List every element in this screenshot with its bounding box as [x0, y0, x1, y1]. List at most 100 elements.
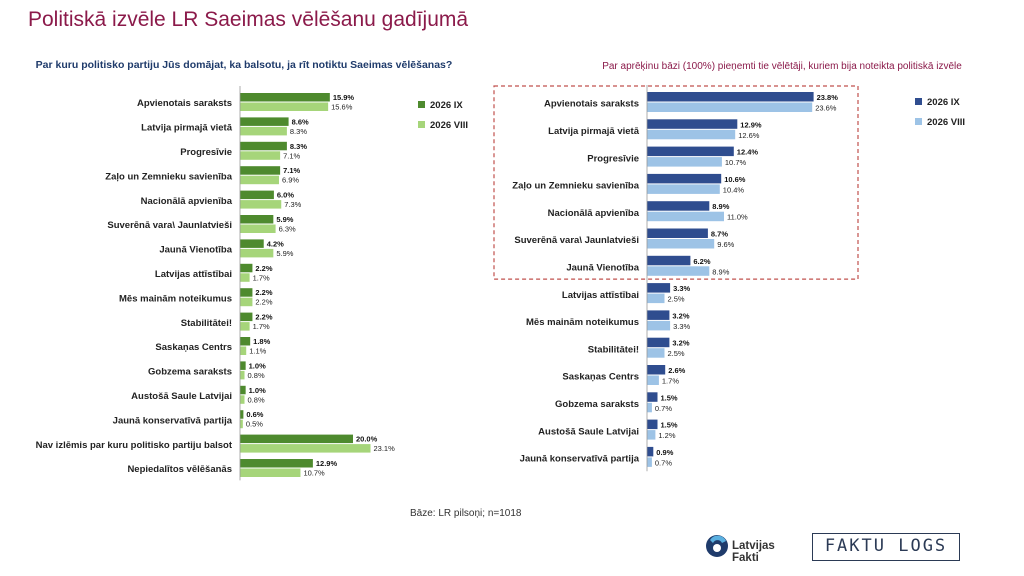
right-bar-ix	[647, 228, 708, 238]
left-bar-ix	[240, 166, 281, 175]
right-value-label-ix: 0.9%	[656, 448, 673, 457]
left-value-label-viii: 8.3%	[290, 127, 307, 136]
left-category-label: Nav izlēmis par kuru politisko partiju b…	[36, 440, 233, 451]
latvijas-fakti-logo-icon	[706, 535, 728, 557]
left-value-label-viii: 5.9%	[276, 249, 293, 258]
left-category-label: Gobzema saraksts	[148, 367, 232, 378]
right-bar-ix	[647, 310, 670, 320]
left-bar-ix	[240, 215, 274, 224]
right-legend-swatch-viii	[915, 118, 922, 125]
base-note: Bāze: LR pilsoņi; n=1018	[410, 508, 522, 519]
right-bar-viii	[647, 129, 736, 140]
right-bar-viii	[647, 293, 665, 304]
right-bar-viii	[647, 211, 724, 222]
left-bar-ix	[240, 141, 287, 151]
left-value-label-viii: 6.3%	[279, 225, 296, 234]
right-bar-ix	[647, 146, 734, 157]
right-bar-ix	[647, 255, 691, 266]
right-highlight-box	[493, 85, 859, 280]
left-value-label-ix: 2.2%	[255, 313, 272, 322]
right-bar-ix	[647, 92, 814, 102]
left-value-label-ix: 2.2%	[255, 288, 272, 297]
right-legend-swatch-ix	[915, 98, 922, 105]
left-value-label-viii: 6.9%	[282, 176, 299, 185]
page-title: Politiskā izvēle LR Saeimas vēlēšanu gad…	[28, 8, 469, 31]
right-value-label-viii: 0.7%	[655, 458, 672, 467]
left-bar-ix	[240, 385, 246, 395]
left-bar-viii	[240, 322, 250, 331]
left-bar-ix	[240, 190, 274, 200]
left-category-label: Jaunā konservatīvā partija	[113, 415, 233, 426]
right-bar-viii	[647, 266, 710, 276]
right-category-label: Stabilitātei!	[588, 344, 639, 355]
left-bar-viii	[240, 248, 274, 258]
right-category-label: Nacionālā apvienība	[548, 208, 640, 219]
left-category-label: Mēs mainām noteikumus	[119, 293, 232, 304]
left-bar-ix	[240, 93, 330, 102]
left-bar-ix	[240, 459, 313, 468]
left-bar-ix	[240, 239, 264, 248]
right-value-label-viii: 10.7%	[725, 158, 747, 167]
left-value-label-viii: 10.7%	[303, 469, 325, 478]
right-category-label: Suverēnā vara\ Jaunlatvieši	[514, 235, 639, 246]
right-value-label-ix: 3.3%	[673, 284, 690, 293]
right-value-label-viii: 2.5%	[668, 295, 685, 304]
right-category-label: Progresīvie	[587, 153, 639, 164]
left-category-label: Zaļo un Zemnieku savienība	[105, 171, 232, 182]
right-bar-viii	[647, 375, 659, 385]
right-bar-viii	[647, 157, 722, 167]
right-bar-ix	[647, 365, 666, 375]
left-bar-viii	[240, 102, 329, 111]
right-value-label-viii: 23.6%	[815, 104, 837, 113]
left-value-label-ix: 4.2%	[267, 239, 284, 248]
left-value-label-ix: 12.9%	[316, 459, 338, 468]
left-bar-viii	[240, 297, 253, 307]
left-bar-viii	[240, 126, 287, 136]
left-value-label-ix: 15.9%	[333, 93, 355, 102]
left-category-label: Latvija pirmajā vietā	[141, 123, 233, 134]
right-bar-ix	[647, 446, 654, 457]
left-legend-swatch-ix	[418, 101, 425, 108]
right-value-label-viii: 1.7%	[662, 377, 679, 386]
left-legend-label-viii: 2026 VIII	[430, 120, 468, 131]
right-bar-ix	[647, 173, 722, 184]
right-bar-viii	[647, 457, 652, 467]
left-value-label-viii: 1.1%	[249, 347, 266, 356]
left-bar-viii	[240, 346, 247, 355]
right-bar-ix	[647, 337, 670, 348]
left-value-label-ix: 5.9%	[276, 215, 293, 224]
right-bar-ix	[647, 119, 738, 129]
left-bar-ix	[240, 312, 253, 322]
left-value-label-viii: 1.7%	[253, 322, 270, 331]
left-value-label-ix: 7.1%	[283, 166, 300, 175]
right-chart-note: Par aprēķinu bāzi (100%) pieņemti tie vē…	[602, 61, 962, 72]
left-bar-viii	[240, 444, 371, 453]
left-value-label-viii: 1.7%	[253, 273, 270, 282]
left-category-label: Nepiedalītos vēlēšanās	[127, 464, 232, 475]
left-value-label-ix: 6.0%	[277, 191, 294, 200]
left-value-label-ix: 8.3%	[290, 142, 307, 151]
right-value-label-ix: 1.5%	[661, 393, 678, 402]
right-category-label: Austošā Saule Latvijai	[538, 426, 639, 437]
left-value-label-viii: 23.1%	[374, 444, 396, 453]
left-value-label-viii: 0.8%	[248, 371, 265, 380]
left-bar-viii	[240, 370, 245, 380]
left-value-label-ix: 8.6%	[292, 117, 309, 126]
left-value-label-ix: 1.8%	[253, 337, 270, 346]
right-value-label-ix: 6.2%	[693, 257, 710, 266]
right-category-label: Apvienotais saraksts	[544, 99, 639, 110]
left-value-label-viii: 7.1%	[283, 151, 300, 160]
left-category-label: Nacionālā apvienība	[141, 196, 233, 207]
right-bar-ix	[647, 283, 671, 293]
left-value-label-ix: 1.0%	[249, 386, 266, 395]
right-value-label-viii: 9.6%	[717, 240, 734, 249]
right-value-label-ix: 3.2%	[672, 339, 689, 348]
left-value-label-ix: 2.2%	[255, 264, 272, 273]
left-chart-question: Par kuru politisko partiju Jūs domājat, …	[35, 59, 453, 71]
left-bar-viii	[240, 175, 279, 185]
left-legend-label-ix: 2026 IX	[430, 100, 463, 111]
right-legend-label-ix: 2026 IX	[927, 97, 960, 108]
right-category-label: Latvijas attīstībai	[562, 290, 639, 301]
right-value-label-ix: 1.5%	[661, 421, 678, 430]
right-bar-viii	[647, 184, 720, 194]
